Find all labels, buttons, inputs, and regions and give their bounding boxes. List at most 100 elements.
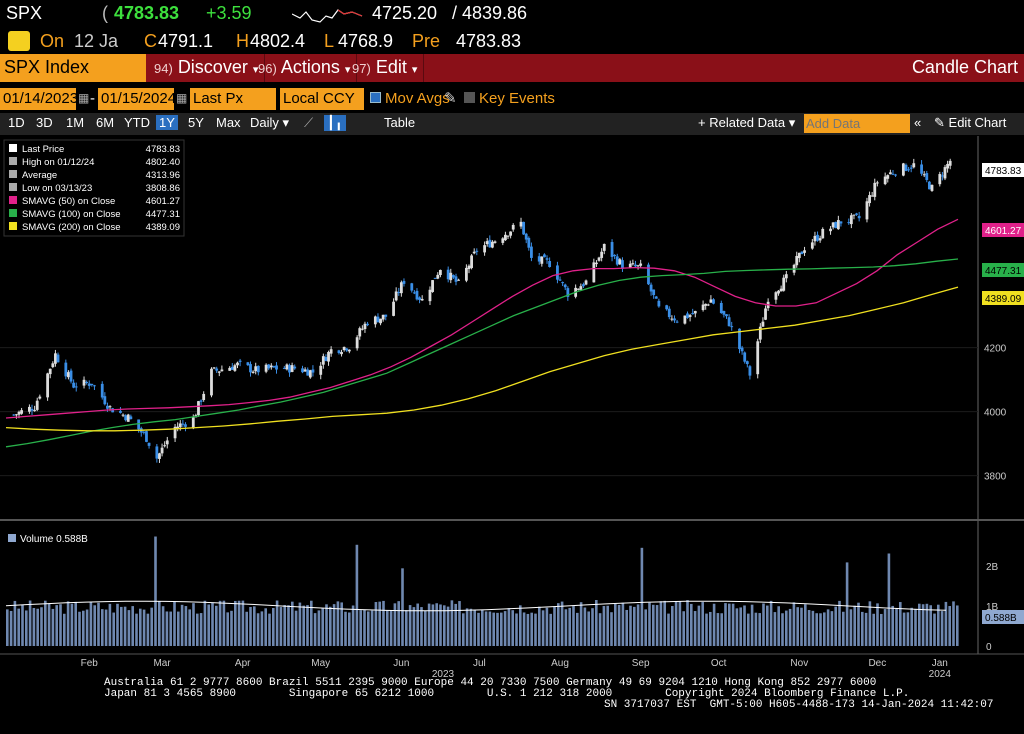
candle-body — [800, 251, 804, 255]
tab-1m[interactable]: 1M — [66, 115, 85, 130]
tab-6m[interactable]: 6M — [96, 115, 115, 130]
candle-body — [610, 242, 614, 257]
candle-chart[interactable]: 3800 4000 4200 0 1B 2B Feb Mar Apr May Jun Jul Aug… — [0, 136, 1024, 734]
collapse-icon[interactable]: « — [914, 115, 922, 130]
tab-ytd[interactable]: YTD — [124, 115, 150, 130]
candle-body — [784, 274, 788, 279]
range-low: 4725.20 — [372, 3, 438, 23]
tab-1d[interactable]: 1D — [8, 115, 25, 130]
candle-body — [647, 264, 650, 285]
volume-bar — [667, 613, 670, 646]
volume-bar — [249, 607, 252, 646]
actions-menu[interactable]: 96) Actions ▾ — [252, 54, 358, 82]
volume-bar — [386, 610, 389, 646]
table-button[interactable]: Table — [384, 115, 416, 130]
menu-bar: SPX Index 94) Discover ▾ 96) Actions ▾ 9… — [0, 54, 1024, 82]
volume-bar — [743, 605, 746, 646]
edit-chart-button[interactable]: ✎ Edit Chart — [934, 115, 1006, 131]
tab-1y[interactable]: 1Y — [156, 115, 178, 130]
volume-bar — [393, 603, 397, 646]
candle-body — [943, 167, 947, 179]
volume-bar — [161, 606, 165, 646]
volume-bar — [507, 608, 511, 646]
volume-bar — [644, 609, 647, 646]
candle-body — [321, 356, 325, 365]
volume-bar — [693, 611, 697, 646]
volume-bar — [739, 607, 742, 646]
mov-avgs-label[interactable]: Mov Avgs — [385, 90, 450, 107]
currency-select[interactable]: Local CCY — [280, 88, 364, 110]
candle-body — [345, 348, 349, 351]
candle-chart-icon[interactable]: ┃╻ — [324, 115, 346, 131]
candle-body — [857, 215, 861, 219]
candle-body — [233, 365, 237, 371]
tab-5y[interactable]: 5Y — [188, 115, 204, 130]
sparkline-icon — [292, 9, 363, 23]
candle-body — [433, 277, 437, 279]
price-tick-label: 4000 — [984, 408, 1007, 419]
volume-bar — [13, 600, 17, 646]
candle-body — [579, 286, 583, 290]
volume-bar — [344, 611, 347, 646]
volume-bar — [131, 606, 134, 646]
legend-value: 3808.86 — [146, 183, 180, 194]
related-data-button[interactable]: + Related Data ▾ — [698, 115, 796, 130]
volume-bar — [534, 613, 537, 646]
edit-menu[interactable]: 97) Edit ▾ — [346, 54, 425, 82]
chart-controls: 01/14/2023 ▦ - 01/15/2024 ▦ Last Px Loca… — [0, 88, 1024, 112]
candle-body — [634, 264, 637, 267]
candle-body — [249, 364, 252, 373]
legend-value: 4477.31 — [146, 209, 180, 220]
candle-body — [470, 255, 473, 268]
volume-bar — [82, 610, 85, 646]
candle-body — [613, 254, 617, 256]
candle-body — [683, 315, 687, 324]
volume-bar — [876, 603, 879, 646]
end-date-field[interactable]: 01/15/2024 — [98, 88, 176, 110]
volume-bar — [25, 610, 28, 646]
candle-body — [852, 214, 856, 216]
volume-bar — [891, 605, 894, 646]
tab-3d[interactable]: 3D — [36, 115, 53, 130]
candle-body — [761, 321, 765, 327]
volume-bar — [412, 607, 416, 646]
month-tick-label: Feb — [81, 658, 99, 669]
line-chart-icon[interactable]: ⟋ — [304, 115, 314, 130]
start-date-field[interactable]: 01/14/2023 — [0, 88, 78, 110]
candle-body — [30, 408, 34, 411]
calendar-icon[interactable]: ▦ — [78, 91, 90, 105]
volume-bar — [572, 606, 575, 646]
mov-avgs-checkbox[interactable] — [370, 92, 381, 103]
open-label: C — [144, 31, 157, 51]
volume-bar — [473, 609, 476, 646]
key-events-checkbox[interactable] — [464, 92, 475, 103]
volume-bar — [819, 613, 822, 646]
volume-bar — [614, 603, 617, 646]
period-select[interactable]: Daily ▾ — [250, 115, 289, 131]
key-events-label[interactable]: Key Events — [479, 90, 555, 107]
security-index-label[interactable]: SPX Index — [0, 54, 146, 82]
volume-bar — [150, 607, 153, 646]
volume-bar — [766, 605, 769, 646]
candle-body — [618, 259, 622, 265]
candle-body — [592, 262, 596, 283]
discover-menu[interactable]: 94) Discover ▾ — [148, 54, 266, 82]
volume-legend-text: Volume 0.588B — [20, 534, 88, 545]
legend-label: SMAVG (50) on Close — [22, 196, 115, 207]
volume-bar — [378, 601, 381, 646]
add-data-input[interactable] — [804, 114, 910, 133]
candle-body — [376, 316, 380, 323]
volume-bar — [226, 612, 229, 646]
pencil-icon[interactable]: ✎ — [444, 90, 457, 107]
volume-bar — [139, 608, 142, 646]
legend-value: 4783.83 — [146, 144, 180, 155]
candle-body — [839, 221, 843, 224]
candle-body — [90, 383, 94, 386]
price-field-select[interactable]: Last Px — [190, 88, 276, 110]
tab-max[interactable]: Max — [216, 115, 241, 130]
calendar-icon[interactable]: ▦ — [176, 91, 188, 105]
volume-bar — [906, 612, 910, 646]
candle-body — [543, 254, 546, 258]
volume-bar — [598, 613, 602, 646]
date-separator: - — [90, 90, 95, 107]
